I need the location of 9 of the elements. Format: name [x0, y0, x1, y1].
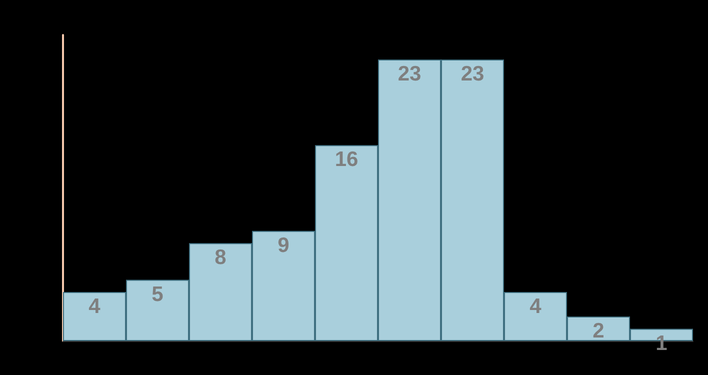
data-label: 23 — [460, 62, 484, 86]
data-label: 2 — [592, 320, 604, 343]
data-label: 23 — [398, 62, 422, 86]
data-label: 9 — [278, 234, 290, 257]
data-label: 4 — [88, 295, 101, 318]
data-label: 5 — [152, 282, 164, 306]
data-label: 4 — [530, 295, 542, 318]
data-label: 16 — [334, 148, 358, 172]
data-label: 8 — [214, 246, 227, 270]
